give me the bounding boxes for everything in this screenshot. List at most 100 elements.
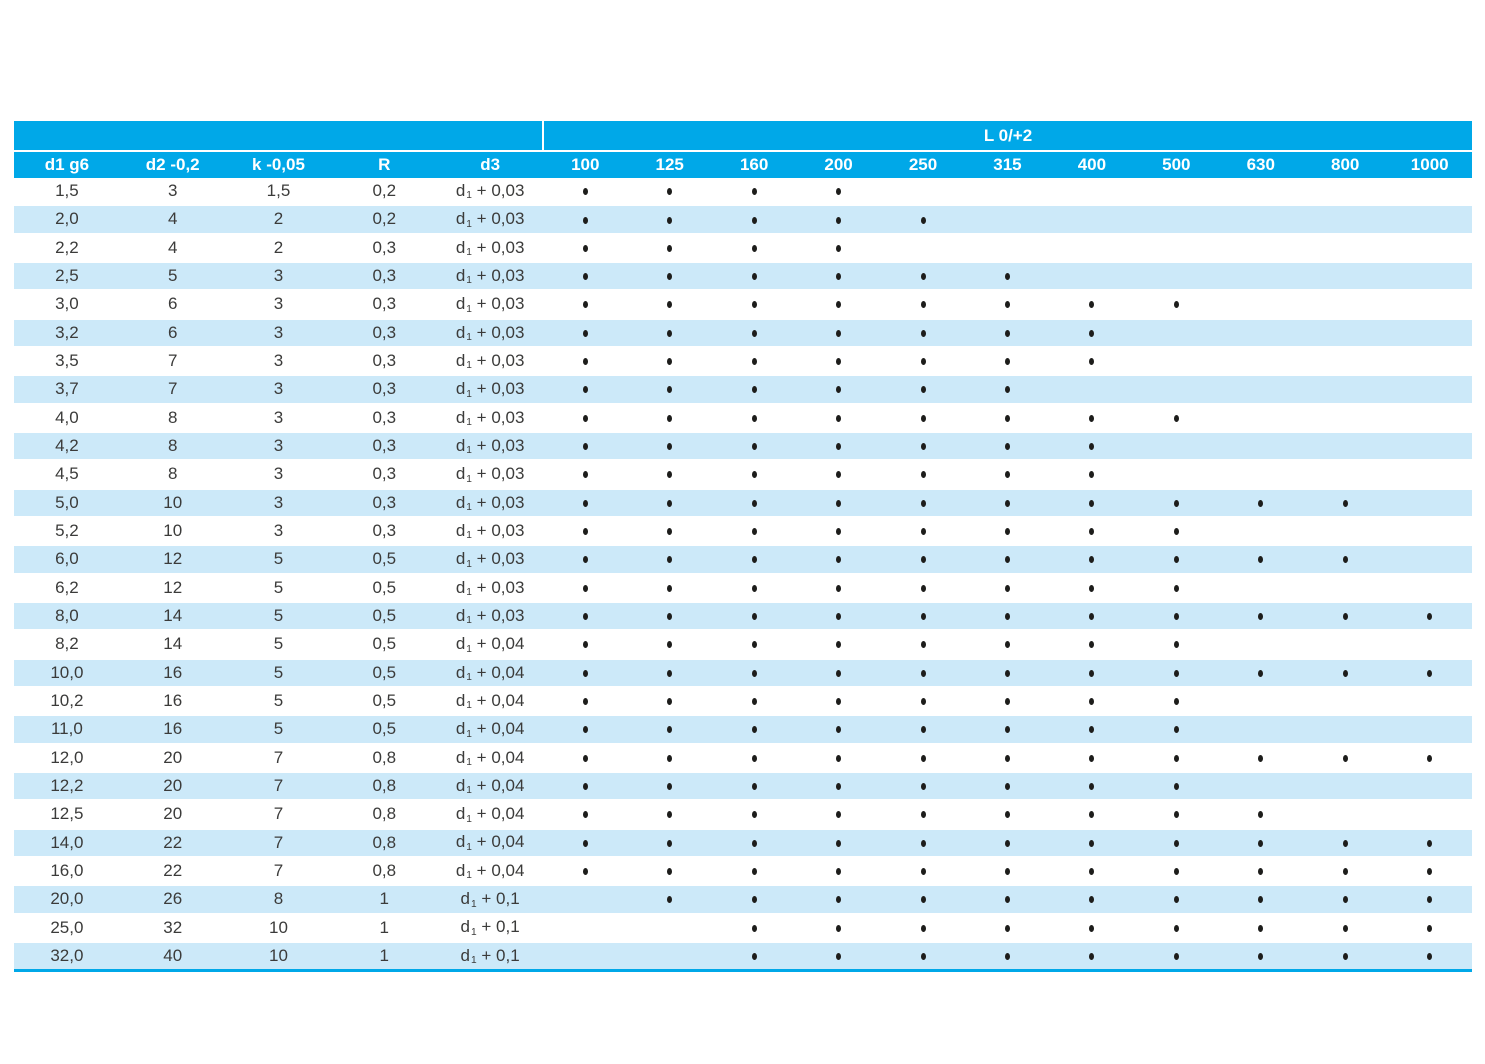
cell-d2: 5 bbox=[119, 261, 226, 292]
cell-length-800 bbox=[1302, 828, 1388, 858]
cell-length-125 bbox=[627, 290, 712, 320]
cell-d2: 8 bbox=[119, 460, 226, 490]
cell-length-630 bbox=[1218, 686, 1303, 717]
cell-length-250 bbox=[880, 545, 966, 575]
cell-length-630 bbox=[1218, 488, 1303, 518]
availability-dot bbox=[582, 273, 588, 281]
d3-symbol-subscript: 1 bbox=[471, 955, 477, 967]
cell-r: 0,5 bbox=[331, 573, 438, 603]
cell-length-1000 bbox=[1387, 630, 1472, 660]
cell-d2: 7 bbox=[119, 375, 226, 405]
cell-length-160 bbox=[711, 178, 797, 207]
cell-length-100 bbox=[543, 431, 628, 462]
cell-length-630 bbox=[1218, 346, 1303, 377]
column-header-length-200: 200 bbox=[796, 151, 881, 178]
availability-dot bbox=[1004, 414, 1010, 422]
availability-dot bbox=[920, 414, 926, 422]
cell-length-1000 bbox=[1387, 431, 1472, 462]
availability-dot bbox=[1089, 556, 1095, 564]
d3-symbol-base: d bbox=[455, 350, 466, 370]
d3-symbol-subscript: 1 bbox=[466, 303, 472, 315]
cell-length-125 bbox=[627, 630, 712, 660]
d3-symbol-subscript: 1 bbox=[466, 190, 472, 202]
cell-length-100 bbox=[543, 460, 628, 490]
cell-length-250 bbox=[880, 800, 966, 830]
availability-dot bbox=[751, 216, 757, 224]
availability-dot bbox=[751, 669, 757, 677]
availability-dot bbox=[836, 641, 842, 649]
availability-dot bbox=[1089, 414, 1095, 422]
availability-dot bbox=[1173, 584, 1179, 592]
cell-length-500 bbox=[1134, 460, 1219, 490]
cell-length-160 bbox=[711, 488, 797, 518]
availability-dot bbox=[1089, 811, 1095, 819]
d3-tolerance: + 0,04 bbox=[471, 634, 525, 654]
cell-d3: d1 + 0,03 bbox=[437, 178, 544, 207]
availability-dot bbox=[582, 386, 588, 394]
cell-length-250 bbox=[880, 318, 966, 348]
availability-dot bbox=[667, 896, 673, 904]
cell-k: 10 bbox=[225, 913, 332, 943]
cell-length-800 bbox=[1302, 658, 1388, 688]
cell-r: 0,3 bbox=[331, 290, 438, 320]
cell-length-630 bbox=[1218, 261, 1303, 292]
availability-dot bbox=[751, 868, 757, 876]
cell-r: 0,8 bbox=[331, 771, 438, 802]
availability-dot bbox=[751, 528, 757, 536]
availability-dot bbox=[1089, 868, 1095, 876]
availability-dot bbox=[920, 556, 926, 564]
cell-r: 0,3 bbox=[331, 318, 438, 348]
cell-length-400 bbox=[1049, 290, 1135, 320]
availability-dot bbox=[1089, 443, 1095, 451]
d3-symbol-base: d bbox=[455, 322, 466, 342]
cell-length-160 bbox=[711, 658, 797, 688]
cell-length-800 bbox=[1302, 178, 1388, 207]
cell-length-160 bbox=[711, 573, 797, 603]
cell-length-315 bbox=[965, 488, 1050, 518]
column-header-length-125: 125 bbox=[627, 151, 712, 178]
d3-symbol-subscript: 1 bbox=[466, 586, 472, 598]
availability-dot bbox=[582, 358, 588, 366]
availability-dot bbox=[1089, 726, 1095, 734]
cell-d3: d1 + 0,04 bbox=[437, 715, 544, 745]
availability-dot bbox=[1089, 839, 1095, 847]
cell-length-800 bbox=[1302, 630, 1388, 660]
cell-d3: d1 + 0,03 bbox=[437, 261, 544, 292]
cell-length-1000 bbox=[1387, 460, 1472, 490]
cell-length-800 bbox=[1302, 375, 1388, 405]
cell-length-200 bbox=[796, 686, 881, 717]
cell-length-200 bbox=[796, 205, 881, 235]
availability-dot bbox=[667, 528, 673, 536]
cell-d1: 3,0 bbox=[14, 290, 120, 320]
d3-tolerance: + 0,04 bbox=[471, 775, 525, 795]
d3-tolerance: + 0,04 bbox=[471, 690, 525, 710]
availability-dot bbox=[1258, 868, 1264, 876]
cell-length-160 bbox=[711, 375, 797, 405]
d3-symbol-base: d bbox=[460, 945, 470, 965]
cell-length-160 bbox=[711, 233, 797, 263]
table-row: 10,2 16 5 0,5 d1 + 0,04 bbox=[14, 686, 1472, 717]
availability-dot bbox=[1342, 669, 1348, 677]
cell-d3: d1 + 0,03 bbox=[437, 601, 544, 632]
cell-length-100 bbox=[543, 941, 628, 973]
cell-length-400 bbox=[1049, 658, 1135, 688]
cell-r: 0,5 bbox=[331, 715, 438, 745]
cell-length-200 bbox=[796, 233, 881, 263]
availability-dot bbox=[1258, 499, 1264, 507]
cell-length-250 bbox=[880, 941, 966, 973]
cell-length-160 bbox=[711, 941, 797, 973]
availability-dot bbox=[920, 669, 926, 677]
cell-r: 1 bbox=[331, 941, 438, 973]
availability-dot bbox=[1427, 839, 1433, 847]
cell-length-630 bbox=[1218, 178, 1303, 207]
cell-d2: 20 bbox=[119, 800, 226, 830]
cell-d3: d1 + 0,04 bbox=[437, 658, 544, 688]
availability-dot bbox=[1258, 754, 1264, 762]
cell-length-315 bbox=[965, 233, 1050, 263]
cell-length-500 bbox=[1134, 488, 1219, 518]
availability-dot bbox=[1089, 754, 1095, 762]
cell-length-630 bbox=[1218, 601, 1303, 632]
cell-length-315 bbox=[965, 375, 1050, 405]
d3-symbol-subscript: 1 bbox=[466, 530, 472, 542]
